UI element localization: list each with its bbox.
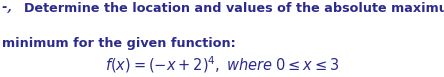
Text: Determine the location and values of the absolute maximum and absolute: Determine the location and values of the… — [24, 2, 444, 15]
Text: -,: -, — [2, 2, 16, 15]
Text: $f(x) = (-x + 2)^4, \; \mathit{where} \; 0 \leq x \leq 3$: $f(x) = (-x + 2)^4, \; \mathit{where} \;… — [105, 55, 339, 75]
Text: minimum for the given function:: minimum for the given function: — [2, 37, 236, 50]
